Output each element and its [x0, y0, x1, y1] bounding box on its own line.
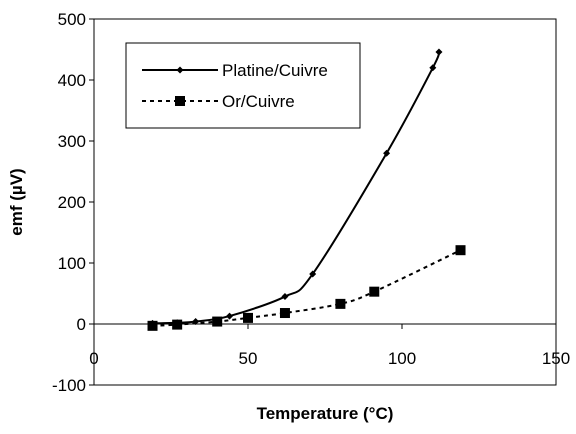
x-tick-label: 150 — [542, 349, 570, 368]
data-point — [172, 319, 183, 330]
legend-box — [125, 42, 361, 129]
series-or-cuivre — [147, 245, 466, 331]
legend-label: Platine/Cuivre — [222, 61, 328, 80]
data-point — [455, 245, 466, 256]
data-point — [147, 320, 158, 331]
legend: Platine/Cuivre Or/Cuivre — [125, 42, 361, 129]
data-point — [435, 48, 443, 56]
data-point — [383, 149, 391, 157]
y-tick-label: 200 — [58, 193, 86, 212]
data-point — [335, 298, 346, 309]
data-point — [226, 312, 234, 320]
series-layer — [147, 48, 466, 331]
y-tick-label: 500 — [58, 10, 86, 29]
x-tick-label: 0 — [89, 349, 98, 368]
x-axis-title: Temperature (°C) — [257, 404, 394, 423]
series-line — [152, 249, 461, 327]
data-point — [243, 312, 253, 323]
y-tick-label: 0 — [77, 315, 86, 334]
y-tick-label: 300 — [58, 132, 86, 151]
legend-marker — [176, 66, 184, 74]
x-tick-label: 50 — [239, 349, 258, 368]
x-tick-label: 100 — [388, 349, 416, 368]
series-line — [152, 51, 440, 325]
y-tick-label: 400 — [58, 71, 86, 90]
y-tick-label: -100 — [52, 376, 86, 395]
data-point — [212, 316, 223, 327]
legend-label: Or/Cuivre — [222, 92, 295, 111]
data-point — [279, 308, 290, 319]
data-point — [281, 293, 289, 301]
y-tick-label: 100 — [58, 254, 86, 273]
data-point — [369, 286, 380, 297]
data-point — [309, 270, 317, 278]
y-axis-title: emf (µV) — [7, 168, 26, 235]
data-point — [429, 64, 437, 72]
legend-marker — [175, 96, 185, 106]
